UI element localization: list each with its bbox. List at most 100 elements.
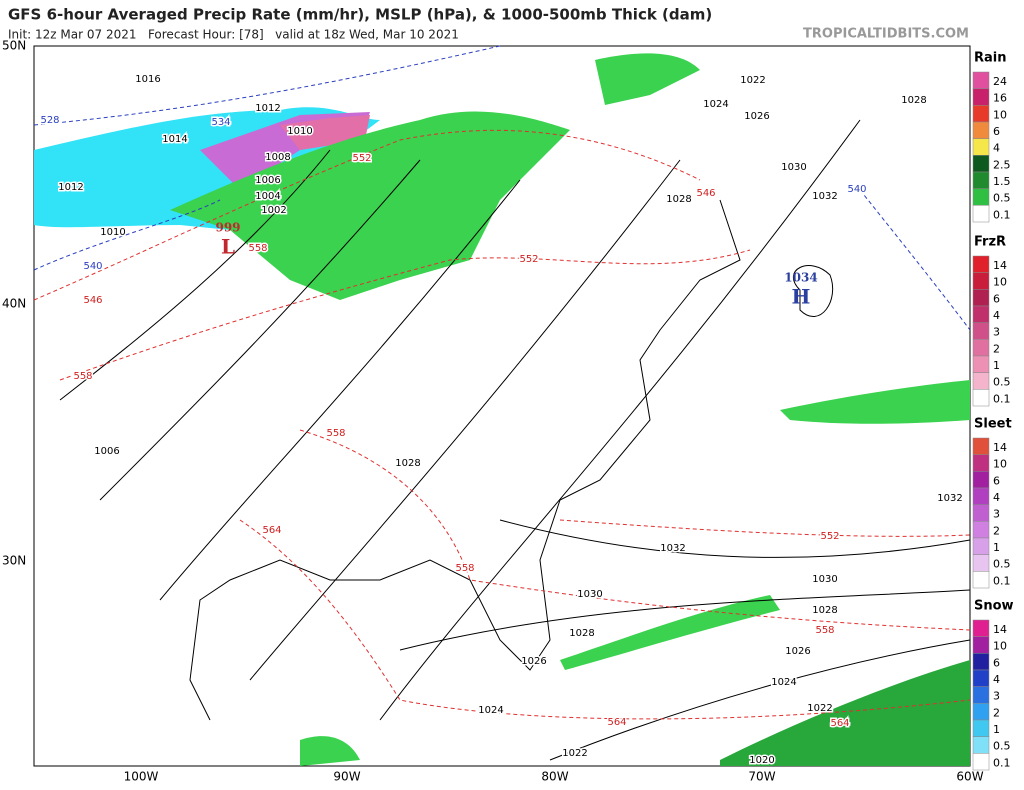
legend-label: 10 — [993, 640, 1007, 653]
isobar-label: 1032 — [812, 191, 837, 202]
legend-label: 0.5 — [993, 740, 1011, 753]
legend-swatch — [972, 619, 990, 637]
legend-label: 3 — [993, 690, 1000, 703]
isobar-label: 1028 — [901, 95, 926, 106]
thickness-label: 546 — [83, 295, 102, 306]
lon-label: 100W — [124, 770, 159, 784]
subtitle: Init: 12z Mar 07 2021 Forecast Hour: [78… — [8, 28, 459, 42]
legend-label: 4 — [993, 309, 1000, 322]
isobar-label: 1024 — [771, 677, 796, 688]
site: TROPICALTIDBITS.COM — [803, 27, 969, 42]
thickness-label: 528 — [40, 115, 59, 126]
thickness-label: 564 — [262, 525, 281, 536]
legend-swatch — [972, 454, 990, 472]
legend-label: 6 — [993, 656, 1000, 669]
legend-swatch — [972, 105, 990, 123]
lon-label: 60W — [956, 770, 983, 784]
thickness-label: 558 — [248, 243, 267, 254]
legend-swatch — [972, 736, 990, 754]
legend-label: 4 — [993, 142, 1000, 155]
legend-swatch — [972, 188, 990, 206]
isobar-label: 1032 — [660, 543, 685, 554]
legend-label: 6 — [993, 474, 1000, 487]
legend-label: 14 — [993, 441, 1007, 454]
legend-swatch — [972, 171, 990, 189]
legend-label: 16 — [993, 92, 1007, 105]
thickness-label: 558 — [326, 428, 345, 439]
lon-label: 80W — [541, 770, 568, 784]
legend-label: 4 — [993, 673, 1000, 686]
isobar-label: 1026 — [785, 646, 810, 657]
thickness-label: 552 — [352, 153, 371, 164]
legend-swatch — [972, 255, 990, 273]
legend-swatch — [972, 355, 990, 373]
lat-label: 40N — [2, 297, 26, 311]
legend-swatch — [972, 487, 990, 505]
legend-label: 3 — [993, 326, 1000, 339]
legend-swatch — [972, 686, 990, 704]
thickness-label: 558 — [455, 563, 474, 574]
isobar-label: 1024 — [703, 99, 728, 110]
legend-swatch — [972, 669, 990, 687]
isobar-label: 1022 — [562, 748, 587, 759]
legend-swatch — [972, 537, 990, 555]
legend-swatch — [972, 571, 990, 589]
legend-swatch — [972, 88, 990, 106]
isobar-label: 1022 — [807, 703, 832, 714]
legend-swatch — [972, 289, 990, 307]
legend-swatch — [972, 753, 990, 771]
legend-swatch — [972, 636, 990, 654]
legend-label: 0.1 — [993, 756, 1011, 769]
thickness-label: 540 — [83, 261, 102, 272]
legend-label: 0.1 — [993, 208, 1011, 221]
legend-label: 14 — [993, 259, 1007, 272]
map — [33, 45, 971, 767]
legend-swatch — [972, 155, 990, 173]
isobar-label: 1014 — [162, 134, 187, 145]
isobar-label: 1008 — [265, 152, 290, 163]
lat-label: 50N — [2, 39, 26, 53]
thickness-label: 534 — [211, 117, 230, 128]
legend-label: 10 — [993, 458, 1007, 471]
isobar-label: 1032 — [937, 493, 962, 504]
legend-swatch — [972, 554, 990, 572]
thickness-label: 558 — [815, 625, 834, 636]
title: GFS 6-hour Averaged Precip Rate (mm/hr),… — [8, 6, 712, 24]
legend-label: 0.5 — [993, 376, 1011, 389]
isobar-label: 1002 — [261, 205, 286, 216]
legend-label: 3 — [993, 508, 1000, 521]
center-label: H — [792, 285, 811, 309]
isobar-label: 1012 — [255, 103, 280, 114]
legend-swatch — [972, 121, 990, 139]
isobar-label: 1028 — [395, 458, 420, 469]
isobar-label: 1026 — [521, 656, 546, 667]
isobar-label: 1028 — [569, 628, 594, 639]
legend-swatch — [972, 471, 990, 489]
legend-label: 1 — [993, 541, 1000, 554]
legend-label: 2 — [993, 706, 1000, 719]
center-value: 999 — [215, 221, 240, 235]
isobar-label: 1010 — [100, 227, 125, 238]
thickness-label: 558 — [73, 371, 92, 382]
isobar-label: 1024 — [478, 705, 503, 716]
legend-label: 1 — [993, 359, 1000, 372]
legend-label: 2.5 — [993, 158, 1011, 171]
center-label: L — [221, 235, 235, 259]
isobar-label: 1022 — [740, 75, 765, 86]
thickness-label: 546 — [696, 188, 715, 199]
legend-swatch — [972, 305, 990, 323]
legend-label: 6 — [993, 125, 1000, 138]
lon-label: 90W — [333, 770, 360, 784]
legend-swatch — [972, 719, 990, 737]
isobar-label: 1030 — [577, 589, 602, 600]
lon-label: 70W — [748, 770, 775, 784]
thickness-label: 564 — [607, 717, 626, 728]
legend-label: 24 — [993, 75, 1007, 88]
legend-swatch — [972, 521, 990, 539]
isobar-label: 1020 — [749, 755, 774, 766]
legend-title: Sleet — [974, 417, 1012, 432]
legend-label: 1 — [993, 723, 1000, 736]
legend-label: 0.1 — [993, 392, 1011, 405]
legend-label: 0.1 — [993, 574, 1011, 587]
